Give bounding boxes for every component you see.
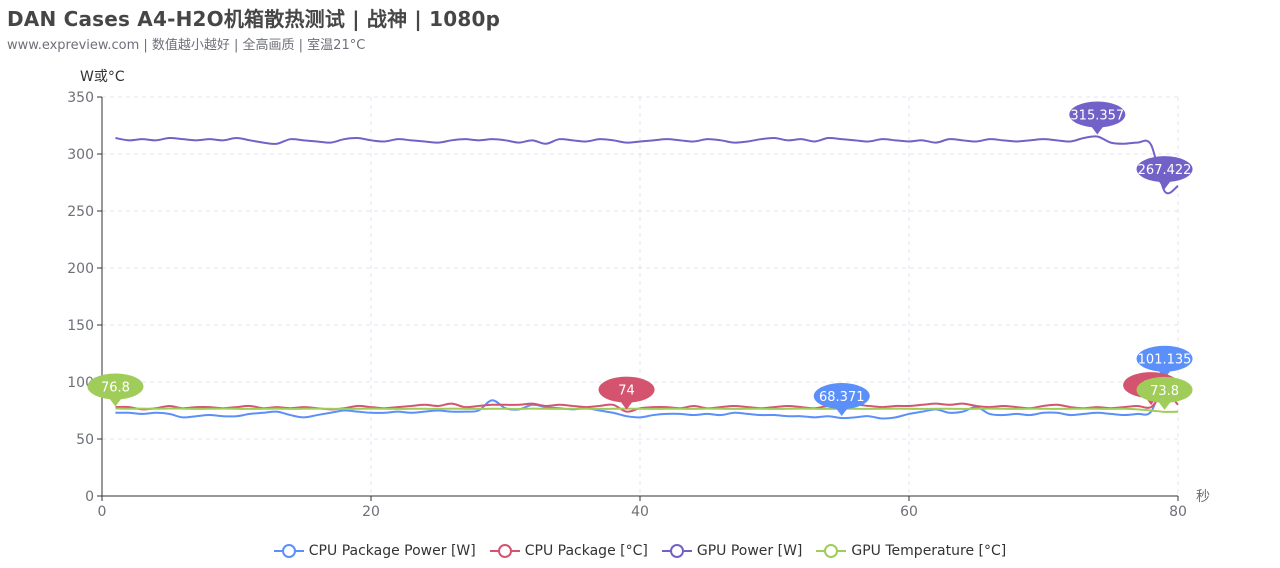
y-tick-label: 50: [76, 432, 94, 448]
marker-label: 73.8: [1150, 384, 1179, 399]
marker-label: 74: [618, 384, 635, 399]
chart-legend: CPU Package Power [W] CPU Package [°C] GPU…: [0, 543, 1280, 559]
marker-balloon: [1136, 156, 1193, 183]
y-tick-label: 300: [67, 147, 94, 163]
y-tick-label: 350: [67, 90, 94, 106]
legend-label: CPU Package [°C]: [524, 543, 648, 559]
marker-balloon: [1136, 345, 1193, 372]
legend-label: CPU Package Power [W]: [308, 543, 476, 559]
legend-item-1[interactable]: CPU Package [°C]: [489, 543, 648, 559]
marker-balloon: [813, 383, 870, 410]
value-marker: 76.8: [87, 373, 144, 407]
chart-subtitle: www.expreview.com | 数值越小越好 | 全高画质 | 室温21…: [7, 38, 366, 53]
x-tick-label: 0: [98, 504, 107, 520]
value-marker: 101.135: [1136, 345, 1193, 379]
marker-balloon: [1069, 101, 1126, 128]
marker-label: 101.135: [1138, 353, 1192, 368]
marker-balloon: [87, 373, 144, 400]
value-marker: 68.371: [813, 383, 870, 417]
legend-swatch-icon: [816, 544, 847, 558]
legend-label: GPU Temperature [°C]: [851, 543, 1007, 559]
marker-label: 76.8: [101, 380, 130, 395]
chart-title: DAN Cases A4-H2O机箱散热测试 | 战神 | 1080p: [7, 7, 501, 31]
line-chart: 0 50 100 150 200 250 300 350 0 20 40 60 80 68.371 101…: [67, 69, 1210, 520]
x-tick-label: 40: [631, 504, 649, 520]
y-tick-label: 100: [67, 375, 94, 391]
y-axis-label: W或°C: [80, 69, 125, 85]
legend-item-3[interactable]: GPU Temperature [°C]: [816, 543, 1006, 559]
marker-label: 315.357: [1070, 108, 1124, 123]
series-line-3[interactable]: [115, 407, 1179, 413]
value-marker: 73.8: [1136, 376, 1193, 410]
y-tick-label: 0: [85, 489, 94, 505]
legend-swatch-icon: [273, 544, 304, 558]
marker-balloon: [598, 376, 655, 403]
x-tick-label: 20: [362, 504, 380, 520]
y-tick-label: 250: [67, 204, 94, 220]
x-tick-label: 60: [900, 504, 918, 520]
axes: 0 50 100 150 200 250 300 350 0 20 40 60 80: [67, 90, 1187, 520]
legend-item-2[interactable]: GPU Power [W]: [661, 543, 803, 559]
series-line-2[interactable]: [115, 135, 1179, 195]
legend-label: GPU Power [W]: [696, 543, 803, 559]
value-marker: 267.422: [1136, 156, 1193, 190]
marker-label: 267.422: [1138, 163, 1192, 178]
grid-lines: [102, 96, 1179, 496]
marker-label: 68.371: [819, 390, 865, 405]
value-marker: 74: [598, 376, 655, 410]
series-lines[interactable]: [115, 135, 1179, 420]
y-tick-label: 200: [67, 261, 94, 277]
legend-swatch-icon: [661, 544, 692, 558]
legend-item-0[interactable]: CPU Package Power [W]: [273, 543, 476, 559]
marker-balloon: [1136, 376, 1193, 403]
series-line-0[interactable]: [115, 377, 1179, 420]
y-tick-label: 150: [67, 318, 94, 334]
legend-swatch-icon: [489, 544, 520, 558]
x-axis-label: 秒: [1196, 489, 1210, 505]
x-tick-label: 80: [1169, 504, 1187, 520]
value-marker: 315.357: [1069, 101, 1126, 135]
